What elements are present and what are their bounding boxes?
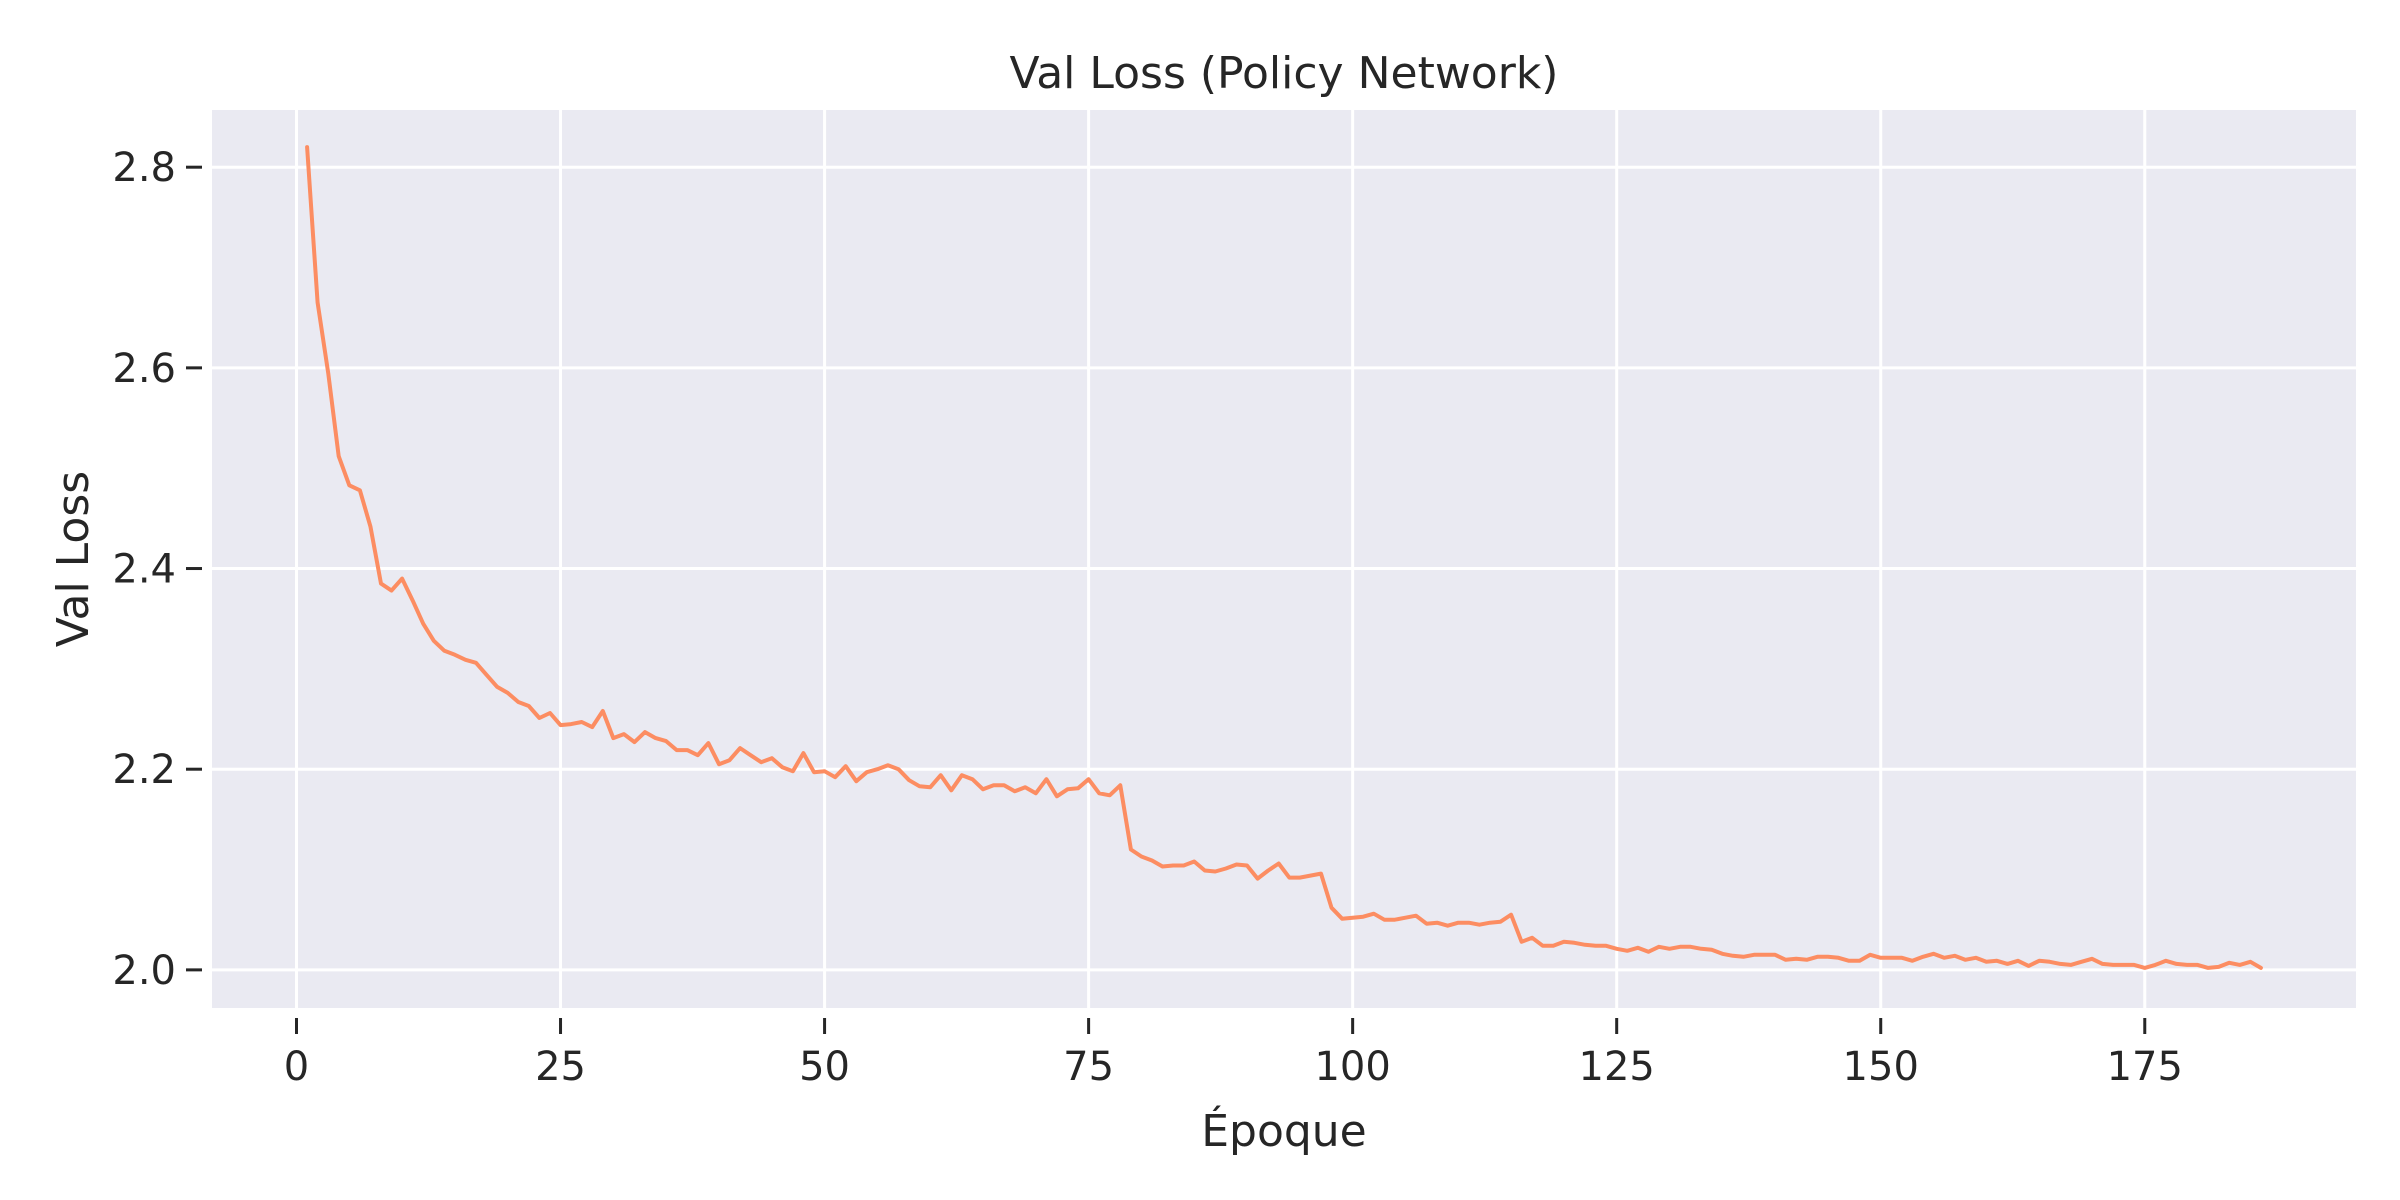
plot-area	[212, 110, 2356, 1008]
x-tick-label: 75	[1063, 1044, 1114, 1090]
x-tick-label: 175	[2107, 1044, 2183, 1090]
y-axis-label: Val Loss	[48, 471, 99, 647]
grid-lines	[212, 110, 2356, 1008]
y-tick-label: 2.6	[112, 346, 176, 392]
axis-ticks: 0 25 50 75 100 125 150 175 2.0 2.2 2.4 2.6 2.8	[112, 145, 2183, 1090]
series-layer	[305, 145, 2263, 970]
x-tick-label: 50	[799, 1044, 850, 1090]
x-tick-label: 125	[1579, 1044, 1655, 1090]
chart-title: Val Loss (Policy Network)	[1010, 48, 1559, 99]
x-tick-label: 0	[284, 1044, 309, 1090]
y-tick-label: 2.0	[112, 948, 176, 994]
x-tick-label: 25	[535, 1044, 586, 1090]
y-tick-label: 2.8	[112, 145, 176, 191]
x-axis-label: Époque	[1201, 1104, 1367, 1157]
x-tick-label: 150	[1843, 1044, 1919, 1090]
y-tick-label: 2.4	[112, 547, 176, 593]
series-line	[305, 145, 2263, 970]
x-tick-label: 100	[1314, 1044, 1390, 1090]
y-tick-label: 2.2	[112, 747, 176, 793]
